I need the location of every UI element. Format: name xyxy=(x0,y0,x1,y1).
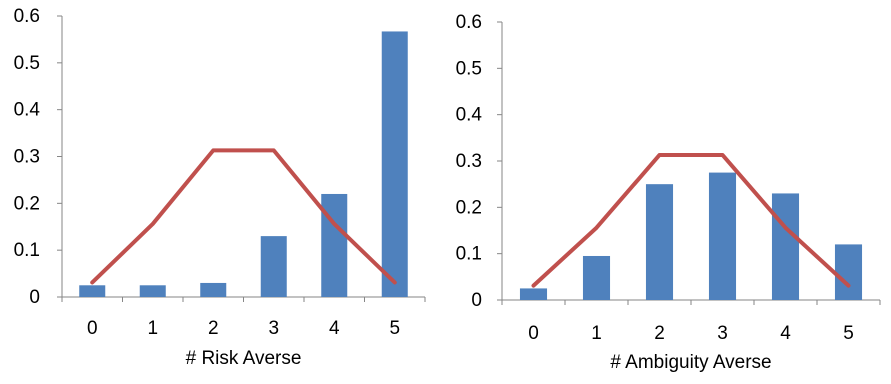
ambiguity-averse-x-tick-label: 1 xyxy=(591,323,602,344)
ambiguity-averse-y-tick-label: 0 xyxy=(471,290,482,311)
risk-averse-y-tick-label: 0.6 xyxy=(14,6,40,27)
risk-averse-bar-1 xyxy=(139,285,166,297)
ambiguity-averse-y-tick-label: 0.6 xyxy=(456,12,482,33)
risk-averse-x-tick-label: 5 xyxy=(389,318,400,339)
ambiguity-averse-x-tick-label: 5 xyxy=(843,323,854,344)
ambiguity-averse-y-tick-label: 0.4 xyxy=(456,105,483,126)
risk-averse-y-tick-label: 0.3 xyxy=(14,147,40,168)
risk-averse-y-tick-label: 0.5 xyxy=(14,53,40,74)
ambiguity-averse-chart: 0 0.1 0.2 0.3 0.4 0.5 0.6 0 1 2 3 4 5 # Ambiguity Ave… xyxy=(456,12,881,373)
ambiguity-averse-x-tick-label: 4 xyxy=(780,323,791,344)
risk-averse-y-tick-label: 0.4 xyxy=(14,100,41,121)
ambiguity-averse-x-tick-label: 3 xyxy=(717,323,728,344)
ambiguity-averse-y-tick-label: 0.1 xyxy=(456,244,482,265)
ambiguity-averse-x-axis-title: # Ambiguity Averse xyxy=(610,352,771,373)
risk-averse-chart-panel: 0 0.1 0.2 0.3 0.4 0.5 0.6 0 1 2 3 4 5 # Risk Averse xyxy=(0,0,440,384)
risk-averse-bar-2 xyxy=(200,282,227,297)
ambiguity-averse-bar-1 xyxy=(582,255,611,300)
ambiguity-averse-line-series xyxy=(531,152,851,288)
risk-averse-x-tick-label: 0 xyxy=(87,318,98,339)
risk-averse-line-series xyxy=(90,148,397,285)
ambiguity-averse-bar-2 xyxy=(645,184,674,300)
risk-averse-bar-0 xyxy=(79,285,106,297)
risk-averse-x-tick-label: 1 xyxy=(147,318,158,339)
risk-averse-y-tick-label: 0.2 xyxy=(14,193,40,214)
risk-averse-x-tick-label: 2 xyxy=(208,318,219,339)
risk-averse-x-tick-label: 3 xyxy=(268,318,279,339)
risk-averse-x-axis-title: # Risk Averse xyxy=(186,348,302,369)
ambiguity-averse-bar-5 xyxy=(834,244,863,300)
risk-averse-bar-3 xyxy=(260,236,287,297)
risk-averse-bar-5 xyxy=(381,31,408,298)
ambiguity-averse-chart-panel: 0 0.1 0.2 0.3 0.4 0.5 0.6 0 1 2 3 4 5 # Ambiguity Ave… xyxy=(440,0,891,384)
ambiguity-averse-bar-4 xyxy=(771,193,800,300)
ambiguity-averse-x-tick-label: 0 xyxy=(528,323,539,344)
risk-averse-bar-4 xyxy=(321,193,348,297)
risk-averse-y-tick-label: 0 xyxy=(29,287,40,308)
risk-averse-y-tick-label: 0.1 xyxy=(14,240,40,261)
ambiguity-averse-y-tick-label: 0.2 xyxy=(456,197,482,218)
ambiguity-averse-x-tick-label: 2 xyxy=(654,323,665,344)
ambiguity-averse-y-tick-label: 0.5 xyxy=(456,58,482,79)
ambiguity-averse-y-tick-label: 0.3 xyxy=(456,151,482,172)
risk-averse-chart: 0 0.1 0.2 0.3 0.4 0.5 0.6 0 1 2 3 4 5 # Risk Averse xyxy=(14,6,426,369)
risk-averse-x-tick-label: 4 xyxy=(329,318,340,339)
ambiguity-averse-bar-3 xyxy=(708,172,737,300)
ambiguity-averse-bar-0 xyxy=(519,288,548,300)
